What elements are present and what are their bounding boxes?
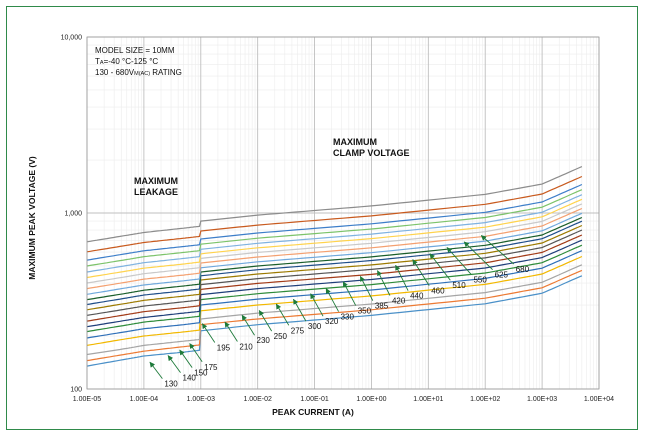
x-tick-label: 1.00E+03: [527, 396, 557, 403]
callout-arrow-460: [412, 259, 430, 286]
x-tick-label: 1.00E-05: [73, 396, 102, 403]
series-line-385: [86, 207, 583, 290]
series-line-350: [86, 212, 583, 295]
x-tick-label: 1.00E+02: [470, 396, 500, 403]
series-line-550: [86, 183, 583, 261]
series-label-175: 175: [204, 363, 218, 372]
x-tick-label: 1.00E+00: [356, 396, 386, 403]
callout-arrow-320: [310, 293, 324, 317]
series-line-440: [86, 198, 583, 279]
leakage-label-line1: MAXIMUM: [134, 176, 178, 186]
y-tick-label: 100: [70, 387, 82, 394]
series-label-550: 550: [473, 276, 487, 285]
series-label-320: 320: [325, 317, 339, 326]
chart-frame: 1.00E-05 1.00E-04 1.00E-03 1.00E-02 1.00E-01…: [6, 6, 638, 430]
clamp-label-line2: CLAMP VOLTAGE: [333, 148, 410, 158]
clamp-label-line1: MAXIMUM: [333, 137, 377, 147]
series-label-330: 330: [341, 313, 355, 322]
callout-arrow-130: [149, 361, 163, 379]
series-line-460: [86, 194, 583, 273]
rating-text: 130 - 680VM(AC) RATING: [95, 68, 182, 77]
callout-arrow-250: [258, 310, 273, 332]
series-label-625: 625: [495, 271, 509, 280]
plot-border: [86, 36, 600, 390]
series-label-210: 210: [239, 343, 253, 352]
callout-arrow-150: [179, 349, 193, 368]
x-axis-title: PEAK CURRENT (A): [272, 407, 354, 417]
series-label-140: 140: [183, 374, 197, 383]
axes: 1.00E-05 1.00E-04 1.00E-03 1.00E-02 1.00E-01…: [61, 35, 615, 404]
temperature-text: TA=-40 °C-125 °C: [95, 57, 158, 66]
callout-arrow-140: [167, 355, 181, 373]
callout-arrow-300: [293, 298, 307, 322]
x-tick-label: 1.00E+04: [584, 396, 614, 403]
callout-arrow-680: [480, 235, 515, 265]
series-line-150: [86, 264, 583, 356]
callout-arrow-275: [275, 303, 290, 326]
callout-arrow-350: [342, 281, 357, 306]
callout-arrow-195: [201, 323, 216, 343]
x-tick-label: 1.00E-01: [300, 396, 329, 403]
x-tick-label: 1.00E+01: [413, 396, 443, 403]
leakage-region-label: MAXIMUM LEAKAGE: [134, 176, 178, 197]
series-lines: [86, 166, 583, 367]
callout-arrow-385: [359, 275, 374, 301]
model-size-text: MODEL SIZE = 10MM: [95, 46, 175, 55]
series-line-625: [86, 175, 583, 253]
x-tick-label: 1.00E-04: [130, 396, 159, 403]
series-label-385: 385: [375, 302, 389, 311]
x-tick-label: 1.00E-02: [243, 396, 272, 403]
x-tick-label: 1.00E-03: [187, 396, 216, 403]
series-label-130: 130: [164, 380, 178, 389]
callout-arrow-625: [463, 241, 493, 270]
series-label-510: 510: [452, 281, 466, 290]
series-label-350: 350: [358, 306, 372, 315]
conditions-note: MODEL SIZE = 10MM TA=-40 °C-125 °C 130 -…: [95, 46, 182, 77]
series-label-440: 440: [410, 292, 424, 301]
clamp-region-label: MAXIMUM CLAMP VOLTAGE: [333, 137, 410, 158]
callout-arrow-510: [429, 253, 451, 281]
series-line-510: [86, 189, 583, 267]
callout-arrow-210: [224, 321, 238, 342]
callout-arrow-330: [325, 288, 339, 312]
peak-voltage-chart: 1.00E-05 1.00E-04 1.00E-03 1.00E-02 1.00E-01…: [27, 35, 615, 418]
leakage-label-line2: LEAKAGE: [134, 187, 178, 197]
series-label-250: 250: [274, 332, 288, 341]
callout-arrow-550: [446, 247, 472, 276]
series-label-460: 460: [431, 287, 445, 296]
series-label-300: 300: [308, 322, 322, 331]
series-label-420: 420: [392, 297, 406, 306]
y-axis-title: MAXIMUM PEAK VOLTAGE (V): [27, 156, 37, 280]
callout-arrow-420: [377, 270, 391, 296]
y-tick-label: 10,000: [61, 35, 83, 42]
series-line-680: [86, 166, 583, 243]
series-label-150: 150: [194, 369, 208, 378]
series-line-420: [86, 203, 583, 284]
callout-arrow-230: [241, 314, 255, 336]
series-label-275: 275: [291, 326, 305, 335]
series-label-230: 230: [257, 336, 271, 345]
callout-arrow-175: [189, 343, 203, 363]
y-tick-label: 1,000: [64, 211, 82, 218]
series-label-680: 680: [516, 265, 530, 274]
series-label-195: 195: [217, 343, 231, 352]
grid: [86, 36, 600, 390]
callout-arrow-440: [395, 264, 409, 291]
